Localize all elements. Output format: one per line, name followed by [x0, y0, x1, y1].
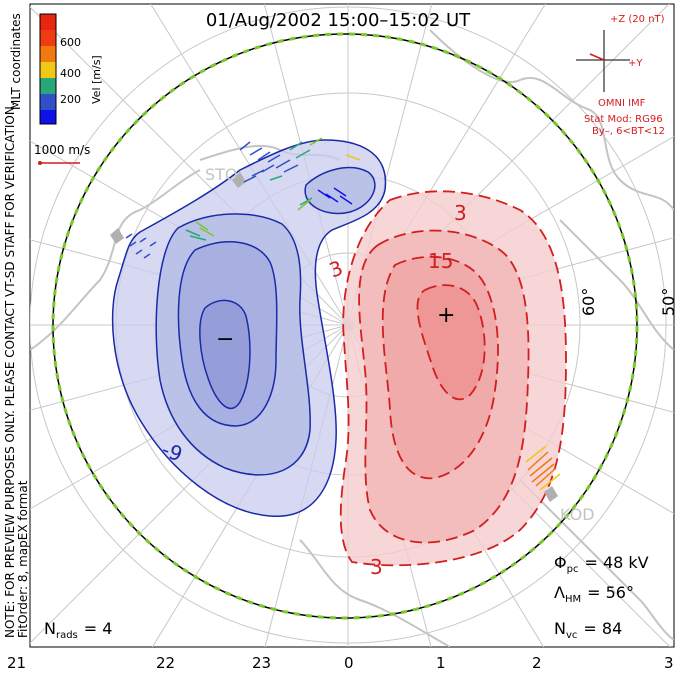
- colorbar-seg-6: [40, 110, 56, 124]
- imf-stat-label: Stat Mod: RG96: [584, 114, 663, 125]
- positive-potential-cell: [339, 190, 567, 567]
- colorbar-tick-600: 600: [60, 36, 81, 49]
- vectors-kod-cluster: [527, 451, 557, 487]
- vectors-kod-yellow: [345, 154, 561, 491]
- lat-label-50: 50°: [659, 288, 678, 316]
- colorbar-seg-0: [40, 14, 56, 30]
- map-title: 01/Aug/2002 15:00–15:02 UT: [206, 10, 471, 31]
- fit-order-note: FitOrder: 8, mapEX format: [16, 480, 30, 638]
- vectors-lime-cluster: [195, 137, 323, 237]
- mlt-tick-3: 3: [664, 654, 674, 672]
- radar-sites: STO KOD: [110, 165, 595, 524]
- contour-label-pos-b: 15: [428, 249, 453, 273]
- velocity-scale: 1000 m/s: [34, 143, 90, 165]
- hm-boundary-black: [52, 33, 638, 619]
- velocity-colorbar: 600 400 200 Vel [m/s]: [39, 13, 103, 125]
- imf-model-label: OMNI IMF: [598, 98, 646, 109]
- potential-min-marker: −: [216, 327, 234, 352]
- preview-note: NOTE: FOR PREVIEW PURPOSES ONLY. PLEASE …: [3, 102, 17, 638]
- imf-y-label: +Y: [628, 58, 643, 69]
- stat-lambda: ΛHM = 56°: [554, 583, 634, 605]
- coastline-siberia: [519, 479, 674, 641]
- imf-z-label: +Z (20 nT): [610, 14, 665, 25]
- stats-panel: Φpc = 48 kV ΛHM = 56° Nvc = 84 Nrads = 4: [44, 553, 649, 641]
- coastline-south: [299, 539, 451, 647]
- velocity-vectors: [125, 137, 561, 491]
- mlt-axis: 21 22 23 0 1 2 3: [7, 654, 674, 672]
- imf-dial: +Z (20 nT) +Y OMNI IMF Stat Mod: RG96 By…: [576, 14, 665, 137]
- negative-potential-cell: [111, 139, 387, 517]
- mlt-tick-23: 23: [252, 654, 271, 672]
- stat-phi: Φpc = 48 kV: [554, 553, 649, 575]
- vectors-west-cluster: [125, 233, 157, 259]
- imf-vector: [589, 53, 605, 61]
- colorbar-seg-5: [40, 94, 56, 110]
- colorbar-seg-2: [40, 46, 56, 62]
- radar-site-marker-kod: [544, 486, 558, 502]
- coastlines: [30, 29, 674, 647]
- colorbar-seg-4: [40, 78, 56, 94]
- mlt-tick-0: 0: [344, 654, 354, 672]
- potential-max-marker: +: [437, 303, 455, 328]
- coastline-canada: [30, 169, 201, 351]
- vectors-green-cluster: [185, 141, 313, 241]
- radar-site-marker-sto: [232, 172, 246, 188]
- mlt-tick-1: 1: [436, 654, 446, 672]
- coastline-east: [559, 219, 674, 351]
- colorbar-seg-3: [40, 62, 56, 78]
- colorbar-tick-400: 400: [60, 67, 81, 80]
- mlt-tick-22: 22: [156, 654, 175, 672]
- velocity-scale-dot: [38, 161, 42, 165]
- velocity-scale-label: 1000 m/s: [34, 143, 90, 157]
- colorbar-label: Vel [m/s]: [90, 55, 103, 104]
- radar-label-sto: STO: [205, 165, 238, 184]
- contour-label-pos-a: 3: [454, 201, 467, 225]
- radar-site-marker-wst: [110, 228, 124, 244]
- negative-contour-inner: [199, 299, 251, 409]
- positive-contour-inner: [416, 284, 486, 401]
- vectors-lobe-cluster: [317, 187, 353, 205]
- coastline-greenland: [429, 29, 674, 211]
- vectors-sto-cluster: [239, 141, 299, 183]
- colorbar-seg-1: [40, 30, 56, 46]
- negative-contour-lobe: [304, 166, 376, 215]
- stat-nrads: Nrads = 4: [44, 619, 112, 641]
- mlt-tick-21: 21: [7, 654, 26, 672]
- lat-label-60: 60°: [579, 288, 598, 316]
- radar-label-kod: KOD: [560, 505, 595, 524]
- stat-nvc: Nvc = 84: [554, 619, 622, 641]
- mlt-coordinates-note: MLT coordinates: [9, 13, 23, 110]
- imf-cond-label: By–, 6<BT<12: [592, 126, 665, 137]
- contour-label-pos-d: 3: [370, 555, 383, 579]
- colorbar-frame: [39, 13, 57, 125]
- colorbar-tick-200: 200: [60, 93, 81, 106]
- mlt-tick-2: 2: [532, 654, 542, 672]
